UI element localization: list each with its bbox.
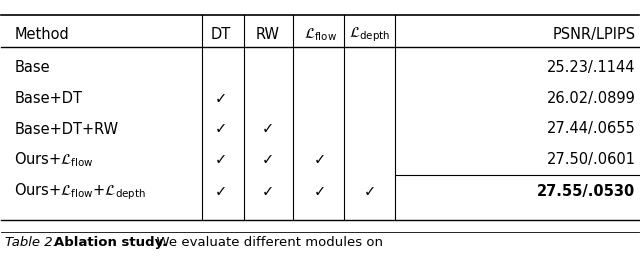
Text: RW: RW — [256, 27, 280, 42]
Text: ✓: ✓ — [262, 184, 274, 199]
Text: ✓: ✓ — [314, 152, 326, 167]
Text: $\mathcal{L}_{\mathrm{flow}}$: $\mathcal{L}_{\mathrm{flow}}$ — [303, 26, 337, 43]
Text: 27.44/.0655: 27.44/.0655 — [547, 122, 636, 136]
Text: ✓: ✓ — [215, 184, 227, 199]
Text: 27.50/.0601: 27.50/.0601 — [547, 152, 636, 167]
Text: Ours+$\mathcal{L}_{\mathrm{flow}}$+$\mathcal{L}_{\mathrm{depth}}$: Ours+$\mathcal{L}_{\mathrm{flow}}$+$\mat… — [14, 181, 146, 202]
Text: ✓: ✓ — [314, 184, 326, 199]
Text: DT: DT — [211, 27, 231, 42]
Text: Method: Method — [14, 27, 69, 42]
Text: ✓: ✓ — [364, 184, 376, 199]
Text: ✓: ✓ — [262, 122, 274, 136]
Text: ✓: ✓ — [262, 152, 274, 167]
Text: 25.23/.1144: 25.23/.1144 — [547, 60, 636, 75]
Text: PSNR/LPIPS: PSNR/LPIPS — [552, 27, 636, 42]
Text: Table 2.: Table 2. — [4, 236, 56, 249]
Text: Base+DT: Base+DT — [14, 91, 82, 106]
Text: Base: Base — [14, 60, 50, 75]
Text: Base+DT+RW: Base+DT+RW — [14, 122, 118, 136]
Text: 26.02/.0899: 26.02/.0899 — [547, 91, 636, 106]
Text: ✓: ✓ — [215, 152, 227, 167]
Text: We evaluate different modules on: We evaluate different modules on — [148, 236, 383, 249]
Text: 27.55/.0530: 27.55/.0530 — [537, 184, 636, 199]
Text: ✓: ✓ — [215, 122, 227, 136]
Text: Ours+$\mathcal{L}_{\mathrm{flow}}$: Ours+$\mathcal{L}_{\mathrm{flow}}$ — [14, 150, 93, 169]
Text: ✓: ✓ — [215, 91, 227, 106]
Text: $\mathcal{L}_{\mathrm{depth}}$: $\mathcal{L}_{\mathrm{depth}}$ — [349, 25, 390, 44]
Text: Ablation study.: Ablation study. — [54, 236, 167, 249]
